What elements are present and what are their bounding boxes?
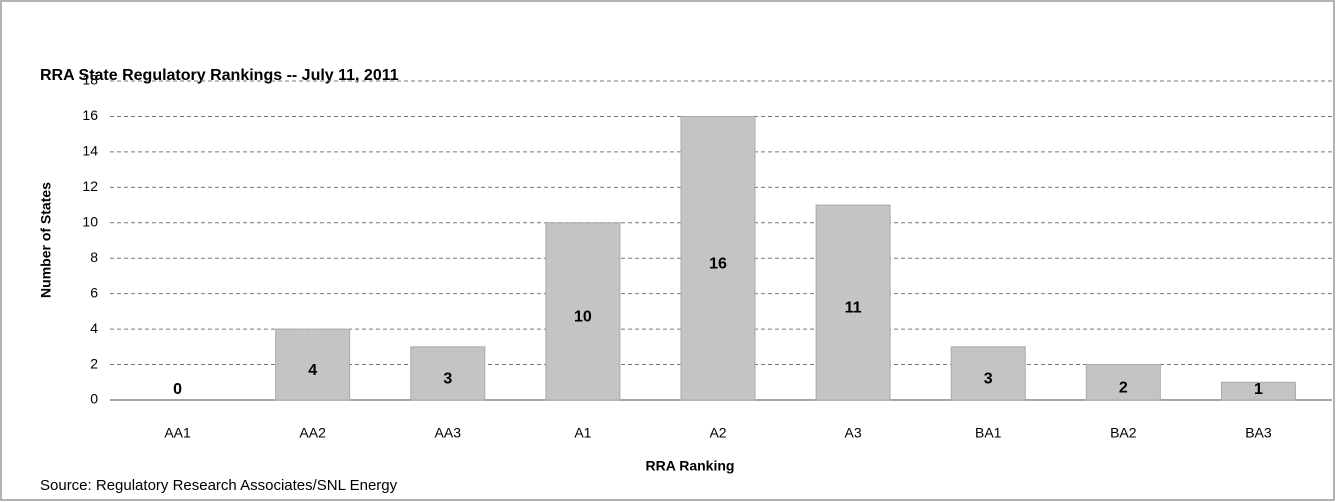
- data-label: 4: [308, 362, 317, 379]
- y-tick-label: 18: [82, 72, 98, 88]
- y-tick-label: 14: [82, 143, 98, 159]
- data-label: 11: [845, 300, 862, 317]
- data-label: 10: [574, 309, 592, 326]
- y-tick-label: 2: [90, 355, 98, 371]
- data-label: 3: [984, 371, 993, 388]
- data-label: 0: [173, 381, 182, 398]
- x-tick-label: A2: [709, 425, 726, 441]
- y-tick-label: 12: [82, 178, 98, 194]
- bar: [545, 222, 621, 401]
- x-tick-label: BA1: [975, 425, 1002, 441]
- x-tick-label: BA2: [1110, 425, 1137, 441]
- chart-title: RRA State Regulatory Rankings -- July 11…: [40, 67, 399, 84]
- y-tick-label: 10: [82, 213, 98, 229]
- bar: [680, 115, 756, 401]
- x-tick-label: AA3: [435, 425, 462, 441]
- data-label: 3: [443, 371, 452, 388]
- y-tick-label: 0: [90, 391, 98, 407]
- x-axis-label: RRA Ranking: [646, 458, 735, 474]
- x-tick-label: AA1: [164, 425, 191, 441]
- x-tick-label: A3: [845, 425, 862, 441]
- y-tick-label: 8: [90, 249, 98, 265]
- y-axis-label: Number of States: [38, 182, 54, 298]
- source-note: Source: Regulatory Research Associates/S…: [40, 477, 398, 494]
- bar: [1220, 381, 1296, 401]
- y-tick-label: 4: [90, 320, 98, 336]
- x-tick-label: BA3: [1245, 425, 1272, 441]
- bar: [815, 204, 891, 401]
- y-tick-label: 16: [82, 107, 98, 123]
- x-tick-label: A1: [574, 425, 591, 441]
- bar: [410, 346, 486, 401]
- data-label: 2: [1119, 379, 1128, 396]
- x-tick-label: AA2: [299, 425, 326, 441]
- bar: [950, 346, 1026, 401]
- bar: [275, 328, 351, 401]
- y-tick-label: 6: [90, 284, 98, 300]
- data-label: 16: [709, 255, 727, 272]
- data-label: 1: [1254, 381, 1263, 398]
- bar: [1085, 364, 1161, 401]
